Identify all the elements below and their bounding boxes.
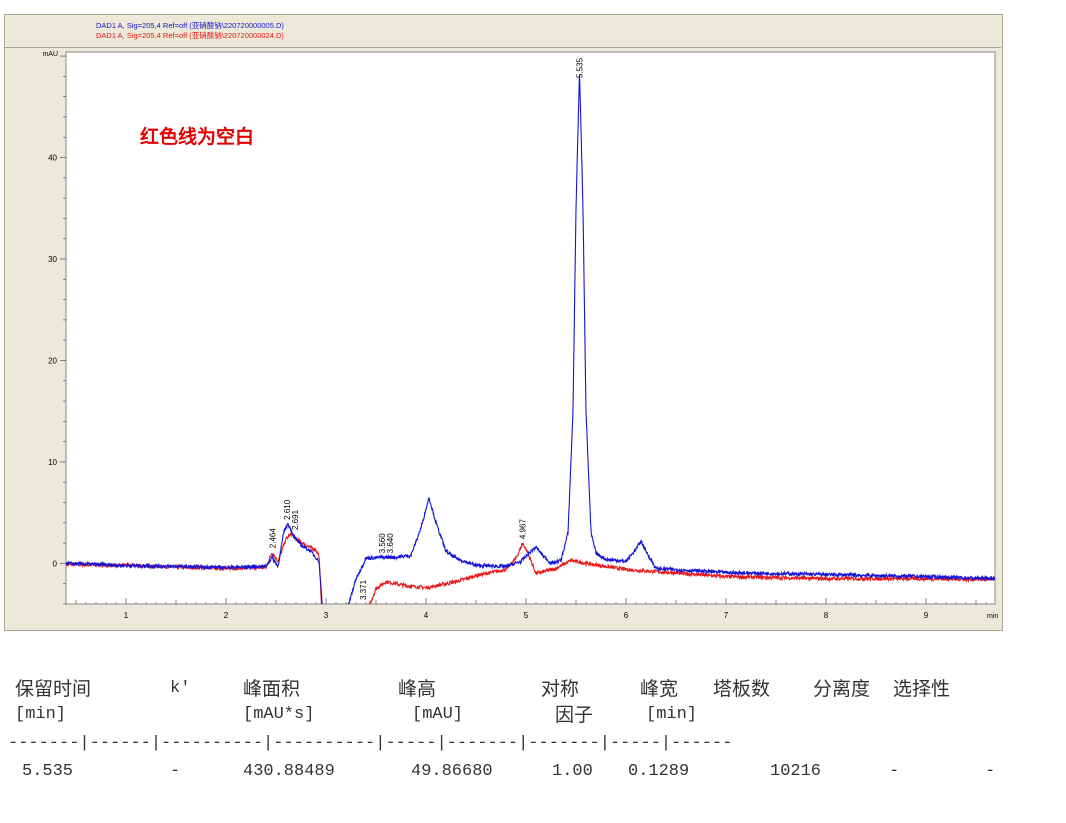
peak-label: 2.464 [268,528,277,549]
legend-entry-blank: DAD1 A, Sig=205,4 Ref=off (亚硝酸钠\22072000… [96,31,284,40]
x-tick-label: 8 [824,611,829,620]
table-cell: - [170,762,181,781]
column-header: 峰宽 [640,678,679,700]
column-unit: 因子 [555,704,594,726]
y-tick-label: 0 [53,559,58,568]
table-cell: 5.535 [22,762,74,781]
peak-label: 3.560 [378,533,387,554]
y-tick-label: 30 [48,255,57,264]
table-cell: - [889,762,900,781]
annotation-text: 红色线为空白 [140,126,255,148]
chart-legend: DAD1 A, Sig=205,4 Ref=off (亚硝酸钠\22072000… [4,14,1001,48]
trace-sample-blue [66,74,995,604]
x-tick-label: 9 [924,611,929,620]
column-header: 选择性 [893,678,951,700]
x-tick-label: 2 [224,611,229,620]
column-unit: [mAU] [412,705,464,724]
x-tick-label: 6 [624,611,629,620]
column-header: 峰高 [398,678,437,700]
column-header: k' [170,679,191,698]
x-tick-label: 5 [524,611,529,620]
legend-entry-sample: DAD1 A, Sig=205,4 Ref=off (亚硝酸钠\22072000… [96,21,284,30]
column-header: 对称 [541,678,580,700]
x-tick-label: 4 [424,611,429,620]
column-header: 分离度 [813,678,871,700]
y-axis-unit: mAU [42,51,58,58]
y-tick-label: 20 [48,356,57,365]
table-cell: 49.86680 [411,762,493,781]
peak-label: 5.535 [576,57,585,78]
table-cell: - [985,762,996,781]
table-cell: 0.1289 [628,762,690,781]
x-tick-label: 3 [324,611,329,620]
x-axis-unit: min [987,613,998,620]
peak-label: 2.610 [283,499,292,520]
column-header: 保留时间 [15,678,92,700]
peak-label: 4.967 [519,519,528,540]
table-cell: 10216 [770,762,822,781]
column-unit: [min] [646,705,698,724]
column-unit: [mAU*s] [243,705,315,724]
peak-label: 3.640 [386,533,395,554]
table-separator: -------|------|----------|----------|---… [8,734,733,753]
peak-label: 2.691 [291,509,300,530]
column-header: 峰面积 [243,678,301,700]
x-tick-label: 1 [124,611,129,620]
table-cell: 430.88489 [243,762,335,781]
table-cell: 1.00 [552,762,593,781]
column-header: 塔板数 [713,678,771,700]
peak-label: 3.371 [359,579,368,600]
y-tick-label: 40 [48,154,57,163]
x-tick-label: 7 [724,611,729,620]
y-tick-label: 10 [48,458,57,467]
plot-area [65,51,996,605]
column-unit: [min] [15,705,67,724]
